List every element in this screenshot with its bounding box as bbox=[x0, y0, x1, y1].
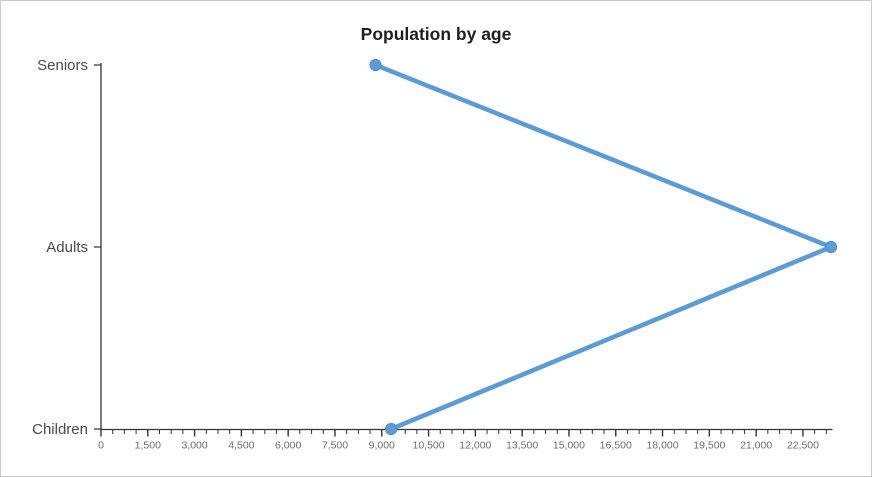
x-tick-label: 13,500 bbox=[506, 440, 538, 452]
x-tick-label: 15,000 bbox=[553, 440, 585, 452]
x-tick-label: 6,000 bbox=[275, 440, 301, 452]
x-tick-label: 21,000 bbox=[740, 440, 772, 452]
series-line bbox=[373, 62, 838, 432]
x-tick-label: 1,500 bbox=[135, 440, 161, 452]
x-tick-label: 0 bbox=[98, 440, 104, 452]
chart-title: Population by age bbox=[361, 24, 512, 44]
x-tick-label: 22,500 bbox=[787, 440, 819, 452]
category-label-children: Children bbox=[32, 421, 88, 438]
data-point-children bbox=[385, 422, 398, 436]
series bbox=[369, 58, 838, 436]
x-tick-label: 18,000 bbox=[646, 440, 678, 452]
data-point-seniors bbox=[369, 58, 382, 72]
category-label-adults: Adults bbox=[46, 239, 88, 256]
data-point-adults bbox=[824, 240, 838, 254]
category-label-seniors: Seniors bbox=[37, 57, 88, 74]
x-tick-label: 7,500 bbox=[322, 440, 348, 452]
axes: Seniors Adults Children 0 1,500 3,000 4,500 6,0… bbox=[32, 57, 833, 452]
x-tick-label: 19,500 bbox=[693, 440, 725, 452]
x-tick-label: 4,500 bbox=[228, 440, 254, 452]
x-tick-label: 10,500 bbox=[413, 440, 445, 452]
x-tick-label: 9,000 bbox=[369, 440, 395, 452]
x-tick-label: 12,000 bbox=[459, 440, 491, 452]
x-tick-label: 3,000 bbox=[181, 440, 207, 452]
x-tick-label: 16,500 bbox=[600, 440, 632, 452]
